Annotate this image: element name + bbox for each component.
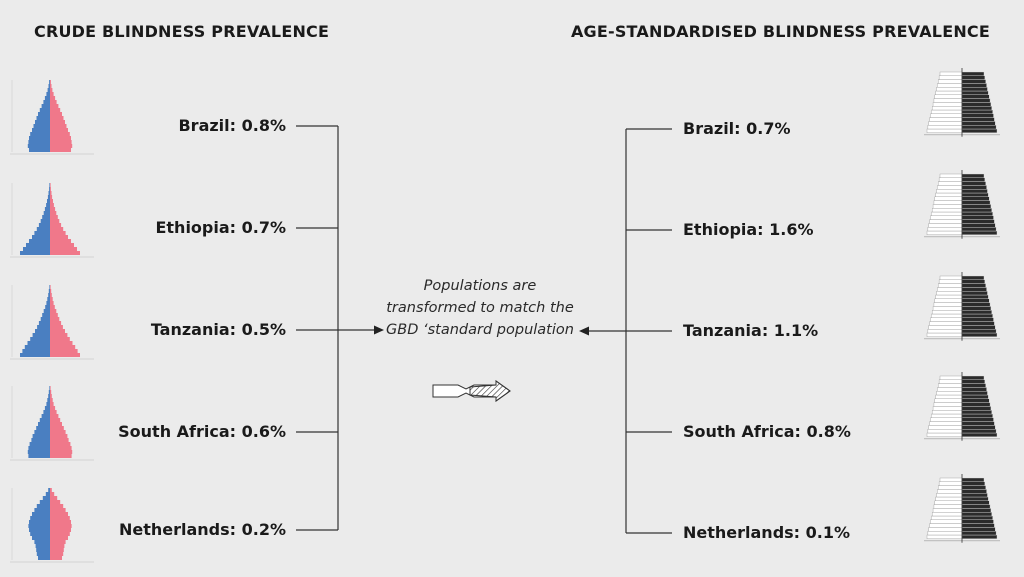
crude-label-ethiopia: Ethiopia: 0.7% (155, 218, 286, 237)
standard-population-pyramid-icon (924, 372, 1000, 441)
crude-label-netherlands: Netherlands: 0.2% (118, 520, 286, 539)
std-label-brazil: Brazil: 0.7% (683, 119, 791, 138)
standardised-heading: AGE-STANDARDISED BLINDNESS PREVALENCE (570, 22, 990, 41)
population-pyramid-icon (10, 488, 94, 563)
population-pyramid-icon (10, 183, 94, 258)
population-pyramid-icon (10, 386, 94, 461)
std-label-tanzania: Tanzania: 1.1% (683, 321, 819, 340)
crude-label-tanzania: Tanzania: 0.5% (150, 320, 286, 339)
right-arrowhead (579, 326, 589, 336)
crude-label-brazil: Brazil: 0.8% (178, 116, 286, 135)
standard-population-pyramid-icon (924, 68, 1000, 137)
crude-heading: CRUDE BLINDNESS PREVALENCE (34, 22, 330, 41)
transform-arrow-icon (432, 380, 511, 402)
left-arrowhead (374, 325, 384, 335)
standard-population-pyramid-icon (924, 272, 1000, 341)
population-pyramid-icon (10, 285, 94, 360)
standard-population-pyramid-icon (924, 474, 1000, 543)
std-label-south-africa: South Africa: 0.8% (683, 422, 851, 441)
std-label-netherlands: Netherlands: 0.1% (683, 523, 851, 542)
population-pyramid-icon (10, 80, 94, 155)
transformation-note: Populations are transformed to match the… (386, 278, 574, 338)
std-label-ethiopia: Ethiopia: 1.6% (683, 220, 814, 239)
crude-label-south-africa: South Africa: 0.6% (118, 422, 286, 441)
standard-population-pyramid-icon (924, 170, 1000, 239)
